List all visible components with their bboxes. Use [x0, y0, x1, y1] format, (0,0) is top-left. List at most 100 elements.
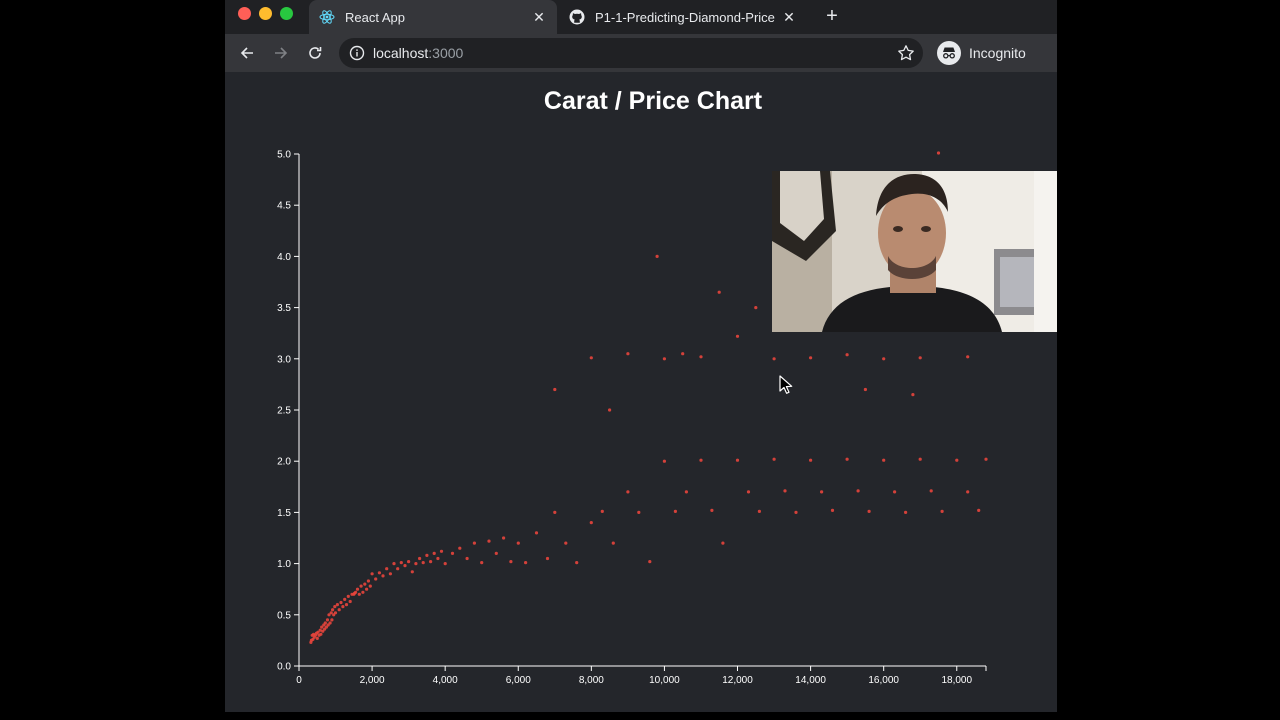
data-point [984, 457, 988, 461]
data-point [337, 608, 341, 612]
data-point [911, 393, 915, 397]
data-point [600, 509, 604, 513]
profile-label: Incognito [969, 45, 1026, 61]
data-point [681, 352, 685, 356]
data-point [320, 625, 324, 629]
data-point [699, 458, 703, 462]
data-point [524, 561, 528, 565]
data-point [845, 457, 849, 461]
x-tick-label: 12,000 [722, 675, 753, 686]
data-point [366, 579, 370, 583]
data-point [403, 564, 407, 568]
data-point [746, 490, 751, 494]
data-point [830, 508, 835, 512]
data-point [315, 636, 319, 641]
x-tick-label: 6,000 [506, 675, 531, 686]
x-tick-label: 0 [296, 675, 302, 686]
data-point [553, 387, 557, 392]
new-tab-button[interactable]: + [826, 5, 838, 27]
data-point [374, 577, 378, 581]
x-tick-label: 4,000 [433, 675, 458, 686]
x-tick-label: 18,000 [941, 675, 972, 686]
y-tick-label: 1.0 [277, 559, 291, 570]
scatter-chart: 0.0 0.5 1.0 1.5 2.0 2.5 3.0 3.5 4.0 4.5 5.0 0 2,000… [277, 150, 988, 686]
data-point [494, 551, 498, 555]
data-point [545, 556, 550, 561]
incognito-icon [937, 41, 961, 65]
data-point [432, 551, 436, 555]
data-point [626, 352, 630, 356]
info-icon[interactable] [349, 45, 365, 61]
react-icon [319, 9, 335, 25]
github-icon [569, 9, 585, 25]
data-point [319, 632, 323, 636]
tab-title: React App [345, 9, 405, 25]
data-point [794, 510, 798, 514]
x-tick-label: 14,000 [795, 675, 826, 686]
page-content: Carat / Price Chart 0.0 0.5 1.0 1.5 2.0 2.5 3.… [225, 72, 1057, 712]
data-point [359, 584, 363, 588]
address-bar[interactable]: localhost:3000 [339, 38, 923, 68]
data-point [655, 254, 659, 258]
star-icon[interactable] [897, 44, 915, 62]
y-tick-label: 4.5 [277, 201, 291, 212]
data-point [333, 605, 337, 609]
minimize-window-button[interactable] [259, 7, 272, 20]
tab-strip: React App ✕ P1-1-Predicting-Diamond-Pric… [225, 0, 1057, 34]
data-point [348, 599, 352, 604]
data-point [936, 151, 941, 155]
data-point [346, 594, 350, 599]
forward-button[interactable] [269, 41, 293, 65]
data-point [662, 459, 666, 463]
data-point [575, 561, 579, 565]
chart-points [309, 151, 988, 645]
webcam-image [772, 171, 1057, 332]
data-point [331, 608, 335, 612]
data-point [893, 490, 897, 494]
data-point [363, 582, 367, 586]
data-point [856, 489, 860, 493]
data-point [324, 625, 328, 629]
data-point [325, 618, 330, 622]
reload-button[interactable] [303, 41, 327, 65]
browser-toolbar: localhost:3000 Incognito [225, 34, 1057, 72]
data-point [472, 541, 476, 545]
y-tick-label: 5.0 [277, 150, 291, 161]
data-point [354, 590, 358, 594]
reload-icon [309, 47, 322, 59]
data-point [809, 356, 813, 360]
data-point [458, 546, 462, 550]
data-point [341, 605, 345, 609]
close-tab-icon[interactable]: ✕ [783, 8, 795, 25]
close-tab-icon[interactable]: ✕ [533, 8, 545, 25]
x-tick-label: 2,000 [360, 675, 385, 686]
data-point [344, 603, 349, 607]
data-point [392, 562, 396, 566]
profile-button[interactable]: Incognito [937, 40, 1026, 66]
data-point [421, 561, 425, 565]
data-point [335, 603, 339, 607]
url-text: localhost:3000 [373, 45, 464, 61]
data-point [608, 408, 612, 412]
data-point [321, 629, 325, 633]
maximize-window-button[interactable] [280, 7, 293, 20]
data-point [450, 551, 455, 555]
data-point [783, 489, 787, 493]
data-point [721, 541, 725, 545]
tab-react-app[interactable]: React App ✕ [309, 0, 557, 34]
data-point [329, 611, 333, 615]
x-tick-label: 16,000 [868, 675, 899, 686]
data-point [509, 560, 513, 564]
back-button[interactable] [235, 41, 259, 65]
data-point [436, 556, 440, 561]
x-axis: 0 2,000 4,000 6,000 8,000 10,000 12,000 14,000 1… [296, 665, 987, 686]
close-window-button[interactable] [238, 7, 251, 20]
data-point [589, 356, 593, 360]
tab-github-repo[interactable]: P1-1-Predicting-Diamond-Price ✕ [559, 0, 807, 34]
data-point [757, 509, 762, 513]
data-point [611, 541, 615, 545]
data-point [918, 457, 922, 461]
data-point [626, 490, 630, 494]
data-point [377, 571, 381, 575]
data-point [772, 457, 776, 461]
